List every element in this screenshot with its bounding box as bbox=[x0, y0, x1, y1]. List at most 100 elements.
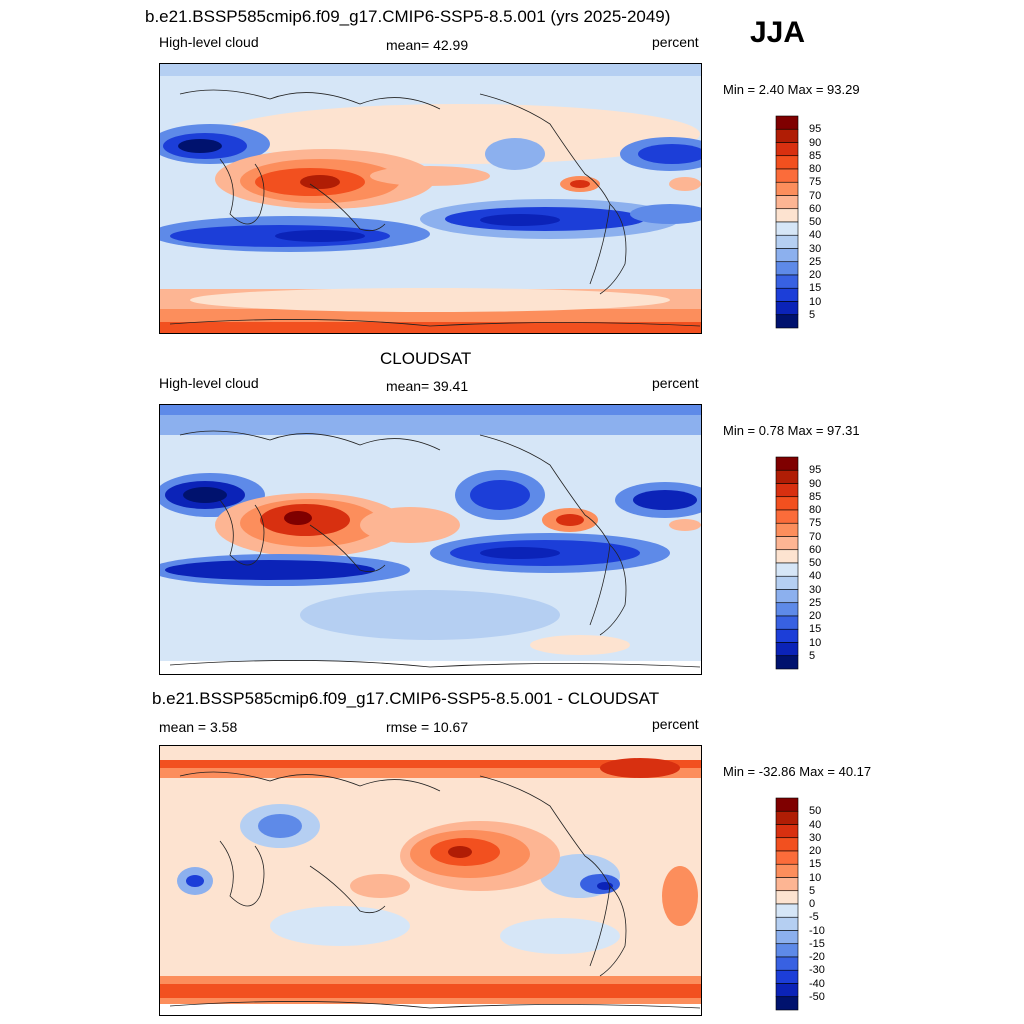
panel-2-colorbar-tick-label: 5 bbox=[809, 649, 816, 662]
panel-1-colorbar-tick-label: 95 bbox=[809, 123, 822, 136]
panel-2-variable-label: High-level cloud bbox=[159, 375, 259, 391]
panel-1-colorbar-box bbox=[775, 155, 799, 170]
panel-3-colorbar-box bbox=[775, 824, 799, 839]
panel-2-colorbar-swatches bbox=[775, 456, 799, 670]
panel-1-colorbar-box bbox=[775, 181, 799, 196]
panel-3-colorbar-box bbox=[775, 890, 799, 905]
panel-2-colorbar-tick-label: 25 bbox=[809, 596, 822, 609]
panel-1-colorbar: 95 90 85 80 75 70 60 50 40 30 25 20 15 10 5 bbox=[775, 115, 821, 329]
panel-3-colorbar-tick-label: -5 bbox=[809, 911, 819, 924]
panel-1-title: b.e21.BSSP585cmip6.f09_g17.CMIP6-SSP5-8.… bbox=[145, 7, 671, 26]
panel-2-title: CLOUDSAT bbox=[380, 349, 472, 368]
panel-2-colorbar-tick-label: 10 bbox=[809, 636, 822, 649]
panel-1-map bbox=[159, 63, 702, 334]
panel-3-colorbar-tick-label: 40 bbox=[809, 818, 822, 831]
panel-3-colorbar-tick-label: -30 bbox=[809, 964, 825, 977]
panel-2-colorbar-box bbox=[775, 536, 799, 551]
panel-1-colorbar-tick-label: 70 bbox=[809, 189, 822, 202]
panel-1-colorbar-box bbox=[775, 301, 799, 316]
panel-2-colorbar: 95 90 85 80 75 70 60 50 40 30 25 20 15 10 5 bbox=[775, 456, 821, 670]
panel-2-colorbar-box bbox=[775, 456, 799, 471]
panel-2-colorbar-box bbox=[775, 549, 799, 564]
panel-2-colorbar-box bbox=[775, 522, 799, 537]
panel-2-colorbar-box bbox=[775, 602, 799, 617]
panel-2-colorbar-box bbox=[775, 655, 799, 670]
panel-3-colorbar-tick-label: -50 bbox=[809, 990, 825, 1003]
panel-1-minmax: Min = 2.40 Max = 93.29 bbox=[723, 82, 860, 97]
panel-2-colorbar-box bbox=[775, 509, 799, 524]
panel-1-colorbar-tick-label: 30 bbox=[809, 242, 822, 255]
panel-3-colorbar-box bbox=[775, 810, 799, 825]
panel-2-colorbar-tick-label: 50 bbox=[809, 557, 822, 569]
panel-1-colorbar-box bbox=[775, 261, 799, 276]
panel-1-colorbar-tick-label: 10 bbox=[809, 295, 822, 308]
panel-2-colorbar-box bbox=[775, 589, 799, 604]
panel-2-colorbar-box bbox=[775, 615, 799, 630]
panel-2-colorbar-tick-label: 80 bbox=[809, 504, 822, 516]
panel-3-colorbar-box bbox=[775, 943, 799, 958]
panel-1-colorbar-box bbox=[775, 274, 799, 289]
panel-1-colorbar-tick-label: 60 bbox=[809, 202, 822, 215]
panel-1-colorbar-box bbox=[775, 221, 799, 236]
panel-3-colorbar-box bbox=[775, 850, 799, 865]
panel-3-title: b.e21.BSSP585cmip6.f09_g17.CMIP6-SSP5-8.… bbox=[152, 689, 660, 708]
panel-2-colorbar-tick-label: 15 bbox=[809, 623, 822, 636]
panel-2-colorbar-tick-label: 40 bbox=[809, 570, 822, 583]
panel-3-colorbar-box bbox=[775, 996, 799, 1011]
panel-1-colorbar-swatches bbox=[775, 115, 799, 329]
panel-2-colorbar-box bbox=[775, 628, 799, 643]
panel-3-colorbar-tick-label: 10 bbox=[809, 871, 822, 884]
panel-2-colorbar-tick-label: 70 bbox=[809, 530, 822, 543]
panel-2-colorbar-box bbox=[775, 642, 799, 657]
panel-1-colorbar-tick-label: 25 bbox=[809, 255, 822, 268]
panel-3-colorbar: 50 40 30 20 15 10 5 0 -5 -10 -15 -20 -30 -40 -50 bbox=[775, 797, 825, 1011]
panel-3-colorbar-box bbox=[775, 969, 799, 984]
panel-1-colorbar-box bbox=[775, 142, 799, 157]
panel-3-colorbar-tick-label: 20 bbox=[809, 845, 822, 857]
panel-3-colorbar-box bbox=[775, 903, 799, 918]
panel-1-colorbar-box bbox=[775, 168, 799, 183]
panel-1-colorbar-tick-label: 75 bbox=[809, 176, 822, 189]
panel-3-colorbar-swatches bbox=[775, 797, 799, 1011]
panel-1-colorbar-tick-label: 80 bbox=[809, 163, 822, 175]
panel-2-colorbar-box bbox=[775, 469, 799, 484]
panel-1-colorbar-box bbox=[775, 314, 799, 329]
panel-3-colorbar-tick-label: -40 bbox=[809, 977, 825, 990]
panel-2-colorbar-box bbox=[775, 496, 799, 511]
panel-2-colorbar-tick-label: 85 bbox=[809, 490, 822, 503]
panel-3-colorbar-tick-label: -10 bbox=[809, 924, 825, 937]
panel-1-colorbar-box bbox=[775, 287, 799, 302]
season-label: JJA bbox=[750, 16, 806, 49]
panel-2-colorbar-tick-label: 20 bbox=[809, 610, 822, 622]
panel-2-colorbar-tick-label: 30 bbox=[809, 583, 822, 596]
panel-3-colorbar-box bbox=[775, 837, 799, 852]
panel-1-units-label: percent bbox=[652, 34, 699, 50]
panel-1-colorbar-box bbox=[775, 115, 799, 130]
panel-1-colorbar-box bbox=[775, 208, 799, 223]
panel-2-colorbar-box bbox=[775, 562, 799, 577]
panel-1-colorbar-tick-label: 5 bbox=[809, 308, 816, 321]
panel-3-minmax: Min = -32.86 Max = 40.17 bbox=[723, 764, 872, 779]
panel-3-map bbox=[159, 745, 702, 1016]
panel-2-mean-label: mean= 39.41 bbox=[386, 378, 469, 394]
panel-2-colorbar-tick-label: 60 bbox=[809, 543, 822, 556]
panel-3-colorbar-box bbox=[775, 956, 799, 971]
panel-3-colorbar-tick-label: -15 bbox=[809, 937, 825, 950]
panel-1-colorbar-tick-label: 90 bbox=[809, 136, 822, 149]
panel-1-colorbar-box bbox=[775, 128, 799, 143]
panel-2-colorbar-box bbox=[775, 575, 799, 590]
panel-1-colorbar-tick-label: 50 bbox=[809, 216, 822, 228]
panel-3-colorbar-box bbox=[775, 863, 799, 878]
panel-3-rmse-label: rmse = 10.67 bbox=[386, 719, 469, 735]
panel-3-colorbar-box bbox=[775, 930, 799, 945]
panel-2-colorbar-tick-label: 90 bbox=[809, 477, 822, 490]
panel-3-colorbar-box bbox=[775, 877, 799, 892]
panel-3-colorbar-box bbox=[775, 916, 799, 931]
panel-1-colorbar-box bbox=[775, 248, 799, 263]
panel-3-colorbar-tick-label: 5 bbox=[809, 884, 816, 897]
panel-1-colorbar-box bbox=[775, 234, 799, 249]
panel-2-colorbar-tick-label: 95 bbox=[809, 464, 822, 477]
panel-2-colorbar-tick-label: 75 bbox=[809, 517, 822, 530]
panel-3-mean-label: mean = 3.58 bbox=[159, 719, 238, 735]
panel-3-units-label: percent bbox=[652, 716, 699, 732]
